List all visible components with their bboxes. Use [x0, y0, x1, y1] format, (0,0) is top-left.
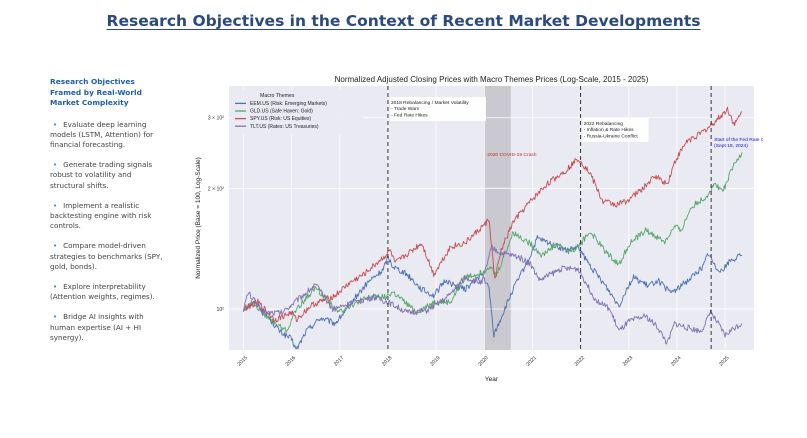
list-item: • Evaluate deep learning models (LSTM, At… [50, 120, 165, 151]
bullet-icon: • [53, 313, 58, 322]
x-tick-label: 2016 [285, 355, 297, 367]
x-tick-label: 2019 [429, 355, 441, 367]
legend-entry: SPY.US (Risk: US Equities) [250, 116, 311, 122]
list-item-label: Implement a realistic backtesting engine… [50, 200, 152, 231]
sidebar-heading: Research Objectives Framed by Real-World… [50, 77, 142, 107]
legend-title: Macro Themes [260, 93, 295, 99]
bullet-icon: • [53, 282, 58, 291]
event-annotation-text: 2018 Rebalancing / Market Volatility [391, 100, 469, 106]
list-item: • Compare model-driven strategies to benc… [50, 241, 165, 272]
y-tick-label: 2 × 10² [208, 186, 225, 192]
objectives-list: • Evaluate deep learning models (LSTM, At… [50, 120, 165, 343]
bullet-icon: • [53, 120, 58, 129]
bullet-icon: • [53, 201, 58, 210]
list-item-label: Evaluate deep learning models (LSTM, Att… [50, 119, 154, 149]
x-tick-label: 2024 [670, 355, 682, 367]
bullet-icon: • [53, 161, 58, 170]
bullet-icon: • [53, 242, 58, 251]
y-tick-label: 10² [217, 307, 225, 313]
event-annotation-text: (Sept 18, 2024) [714, 143, 748, 149]
list-item-label: Generate trading signals robust to volat… [50, 160, 153, 190]
objectives-sidebar: Research Objectives Framed by Real-World… [50, 77, 165, 353]
annotation-box [582, 118, 649, 142]
legend-entry: TLT.US (Rates: US Treasuries) [250, 124, 319, 130]
list-item: • Explore interpretability (Attention wei… [50, 282, 165, 302]
x-tick-label: 2021 [526, 355, 538, 367]
covid-annotation-text: 2020 COVID-19 Crash [487, 152, 536, 158]
event-annotation-text: - Trade Wars [391, 106, 420, 112]
x-tick-label: 2020 [477, 355, 489, 367]
chart-title: Normalized Adjusted Closing Prices with … [335, 75, 649, 84]
x-tick-label: 2023 [622, 355, 634, 367]
list-item: • Implement a realistic backtesting engin… [50, 201, 165, 232]
legend-entry: GLD.US (Safe Haven: Gold) [250, 109, 313, 115]
x-tick-label: 2018 [381, 355, 393, 367]
x-axis-label: Year [485, 376, 499, 383]
x-tick-label: 2022 [574, 355, 586, 367]
x-tick-label: 2025 [718, 355, 730, 367]
price-chart: 2018 Rebalancing / Market Volatility- Tr… [195, 75, 763, 383]
event-annotation-text: - Inflation & Rate Hikes [584, 127, 635, 133]
covid-shaded-region [484, 86, 511, 350]
legend-box [232, 90, 363, 134]
list-item-label: Compare model-driven strategies to bench… [50, 241, 163, 271]
list-item: • Bridge AI insights with human expertise… [50, 312, 165, 343]
x-tick-label: 2015 [237, 355, 249, 367]
event-annotation-text: - Russia-Ukraine Conflict [584, 133, 639, 139]
series-line [242, 245, 743, 345]
series-line [242, 106, 743, 323]
y-tick-label: 3 × 10² [208, 116, 225, 122]
page-title: Research Objectives in the Context of Re… [106, 12, 701, 30]
list-item-label: Bridge AI insights with human expertise … [50, 312, 144, 342]
y-axis-label: Normalized Price (Base = 100, Log-Scale) [195, 157, 202, 279]
event-annotation-text: - Fed Rate Hikes [391, 112, 428, 118]
x-tick-label: 2017 [333, 355, 345, 367]
legend-entry: EEM.US (Risk: Emerging Markets) [250, 101, 327, 107]
list-item: • Generate trading signals robust to vola… [50, 160, 165, 191]
annotation-box [389, 97, 486, 121]
series-line [243, 235, 742, 350]
event-annotation-text: Start of the Fed Rate Cuts Cycle [714, 137, 763, 143]
event-annotation-text: 2022 Rebalancing [584, 121, 624, 127]
list-item-label: Explore interpretability (Attention weig… [50, 281, 155, 302]
